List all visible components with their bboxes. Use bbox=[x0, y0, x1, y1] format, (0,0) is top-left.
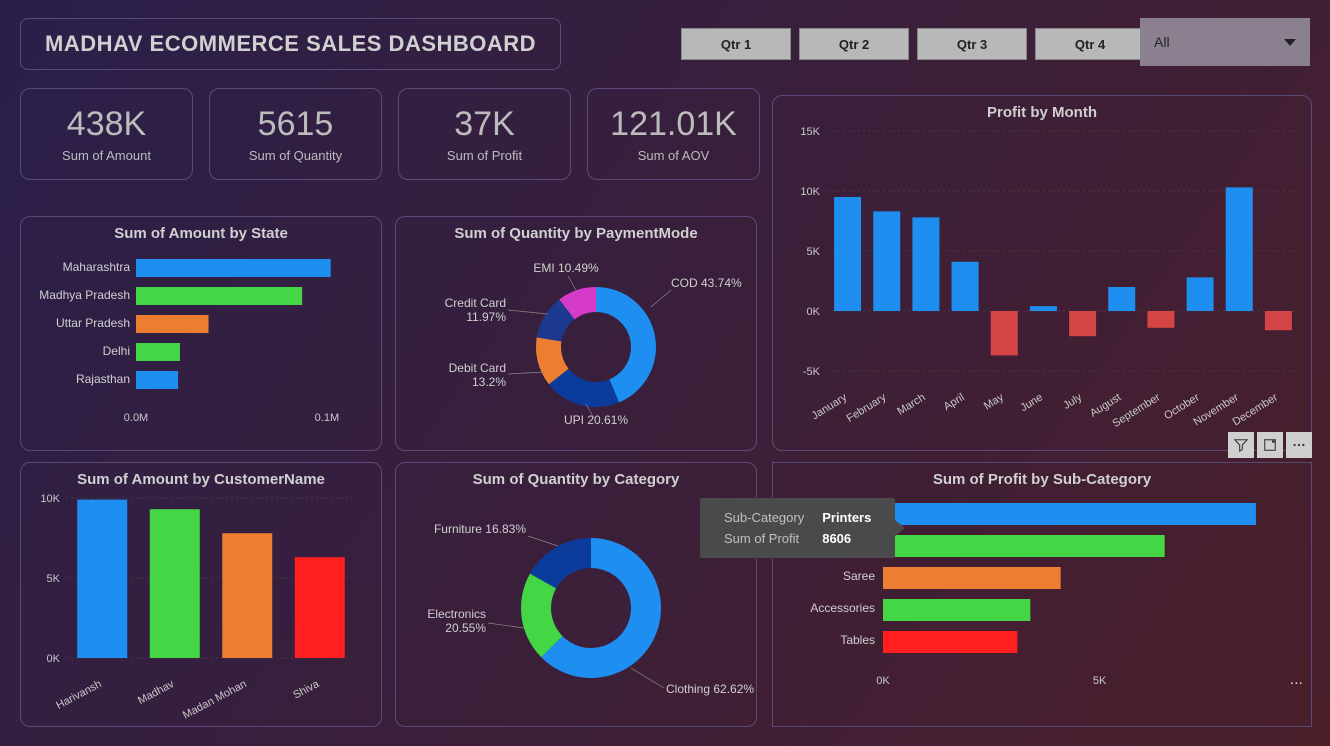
svg-text:20.55%: 20.55% bbox=[445, 621, 486, 635]
svg-text:July: July bbox=[1061, 391, 1084, 412]
customer-chart: 0K 5K 10K Harivansh MadhavMadan Mohan Shiva bbox=[21, 488, 383, 723]
kpi-amount-label: Sum of Amount bbox=[62, 148, 151, 163]
tooltip-profit-label: Sum of Profit bbox=[716, 529, 812, 548]
payment-chart-title: Sum of Quantity by PaymentMode bbox=[396, 217, 756, 242]
svg-text:Debit Card: Debit Card bbox=[449, 361, 506, 375]
svg-text:0.0M: 0.0M bbox=[124, 412, 148, 424]
svg-text:-5K: -5K bbox=[803, 366, 821, 378]
visual-toolbar bbox=[1228, 432, 1312, 458]
category-chart-title: Sum of Quantity by Category bbox=[396, 463, 756, 488]
kpi-profit: 37K Sum of Profit bbox=[398, 88, 571, 180]
qtr4-button[interactable]: Qtr 4 bbox=[1035, 28, 1145, 60]
kpi-aov-value: 121.01K bbox=[610, 105, 737, 144]
svg-text:...: ... bbox=[1290, 671, 1303, 688]
svg-text:February: February bbox=[845, 391, 889, 425]
svg-text:COD 43.74%: COD 43.74% bbox=[671, 276, 742, 290]
svg-text:Shiva: Shiva bbox=[291, 678, 322, 702]
subcategory-chart-title: Sum of Profit by Sub-Category bbox=[773, 463, 1311, 488]
svg-text:Madan Mohan: Madan Mohan bbox=[181, 678, 249, 722]
svg-text:Accessories: Accessories bbox=[810, 601, 875, 615]
svg-text:May: May bbox=[982, 391, 1006, 412]
state-chart-panel[interactable]: Sum of Amount by State Maharashtra Madhya… bbox=[20, 216, 382, 451]
filter-dropdown[interactable]: All bbox=[1140, 18, 1310, 66]
svg-text:Rajasthan: Rajasthan bbox=[76, 372, 130, 386]
svg-text:June: June bbox=[1018, 391, 1045, 414]
kpi-quantity-label: Sum of Quantity bbox=[249, 148, 342, 163]
svg-text:March: March bbox=[895, 391, 927, 417]
quarter-selector: Qtr 1 Qtr 2 Qtr 3 Qtr 4 bbox=[681, 28, 1145, 60]
svg-text:5K: 5K bbox=[47, 573, 61, 585]
kpi-aov-label: Sum of AOV bbox=[638, 148, 710, 163]
tooltip-subcat-value: Printers bbox=[814, 508, 879, 527]
svg-text:5K: 5K bbox=[1093, 675, 1107, 687]
kpi-profit-value: 37K bbox=[454, 105, 515, 144]
svg-text:0K: 0K bbox=[47, 653, 61, 665]
svg-text:Credit Card: Credit Card bbox=[445, 296, 506, 310]
state-chart: Maharashtra Madhya Pradesh Uttar Pradesh De… bbox=[21, 242, 383, 447]
svg-text:Uttar Pradesh: Uttar Pradesh bbox=[56, 316, 130, 330]
state-chart-title: Sum of Amount by State bbox=[21, 217, 381, 242]
svg-text:Harivansh: Harivansh bbox=[54, 678, 103, 712]
kpi-profit-label: Sum of Profit bbox=[447, 148, 522, 163]
svg-text:Delhi: Delhi bbox=[103, 344, 130, 358]
filter-selected-value: All bbox=[1154, 34, 1170, 50]
kpi-quantity: 5615 Sum of Quantity bbox=[209, 88, 382, 180]
svg-text:Clothing 62.62%: Clothing 62.62% bbox=[666, 682, 754, 696]
svg-text:10K: 10K bbox=[800, 186, 820, 198]
profit-month-chart: -5K 0K 5K 10K 15K JanuaryFebruaryMarch April Ma… bbox=[773, 121, 1313, 447]
more-options-icon[interactable] bbox=[1286, 432, 1312, 458]
svg-text:Maharashtra: Maharashtra bbox=[63, 260, 131, 274]
svg-text:13.2%: 13.2% bbox=[472, 375, 506, 389]
svg-text:11.97%: 11.97% bbox=[466, 310, 506, 324]
payment-chart-panel[interactable]: Sum of Quantity by PaymentMode COD 43.74… bbox=[395, 216, 757, 451]
dashboard-title: MADHAV ECOMMERCE SALES DASHBOARD bbox=[20, 18, 561, 70]
payment-chart: COD 43.74% UPI 20.61% Debit Card13.2% Credi… bbox=[396, 242, 758, 447]
chevron-down-icon bbox=[1284, 39, 1296, 46]
svg-text:UPI 20.61%: UPI 20.61% bbox=[564, 413, 628, 427]
tooltip-subcat-label: Sub-Category bbox=[716, 508, 812, 527]
kpi-quantity-value: 5615 bbox=[258, 105, 334, 144]
customer-chart-title: Sum of Amount by CustomerName bbox=[21, 463, 381, 488]
svg-text:December: December bbox=[1231, 391, 1281, 428]
qtr3-button[interactable]: Qtr 3 bbox=[917, 28, 1027, 60]
svg-text:0.1M: 0.1M bbox=[315, 412, 339, 424]
qtr2-button[interactable]: Qtr 2 bbox=[799, 28, 909, 60]
svg-text:15K: 15K bbox=[800, 126, 820, 138]
profit-month-title: Profit by Month bbox=[773, 96, 1311, 121]
svg-text:Madhav: Madhav bbox=[136, 678, 177, 707]
tooltip: Sub-Category Printers Sum of Profit 8606 bbox=[700, 498, 895, 558]
svg-text:0K: 0K bbox=[876, 675, 890, 687]
svg-text:Tables: Tables bbox=[840, 633, 875, 647]
svg-text:Saree: Saree bbox=[843, 569, 875, 583]
kpi-amount: 438K Sum of Amount bbox=[20, 88, 193, 180]
svg-text:0K: 0K bbox=[807, 306, 821, 318]
kpi-aov: 121.01K Sum of AOV bbox=[587, 88, 760, 180]
svg-text:Madhya Pradesh: Madhya Pradesh bbox=[39, 288, 130, 302]
svg-text:Electronics: Electronics bbox=[427, 607, 486, 621]
focus-mode-icon[interactable] bbox=[1257, 432, 1283, 458]
svg-text:5K: 5K bbox=[807, 246, 821, 258]
qtr1-button[interactable]: Qtr 1 bbox=[681, 28, 791, 60]
svg-text:April: April bbox=[942, 391, 967, 413]
profit-month-panel[interactable]: Profit by Month -5K 0K 5K 10K 15K JanuaryFebr… bbox=[772, 95, 1312, 451]
tooltip-profit-value: 8606 bbox=[814, 529, 879, 548]
kpi-amount-value: 438K bbox=[67, 105, 146, 144]
svg-text:Furniture 16.83%: Furniture 16.83% bbox=[434, 522, 526, 536]
customer-chart-panel[interactable]: Sum of Amount by CustomerName 0K 5K 10K Har… bbox=[20, 462, 382, 727]
svg-text:10K: 10K bbox=[40, 493, 60, 505]
svg-text:January: January bbox=[810, 391, 850, 422]
svg-text:EMI 10.49%: EMI 10.49% bbox=[533, 261, 599, 275]
filter-icon[interactable] bbox=[1228, 432, 1254, 458]
